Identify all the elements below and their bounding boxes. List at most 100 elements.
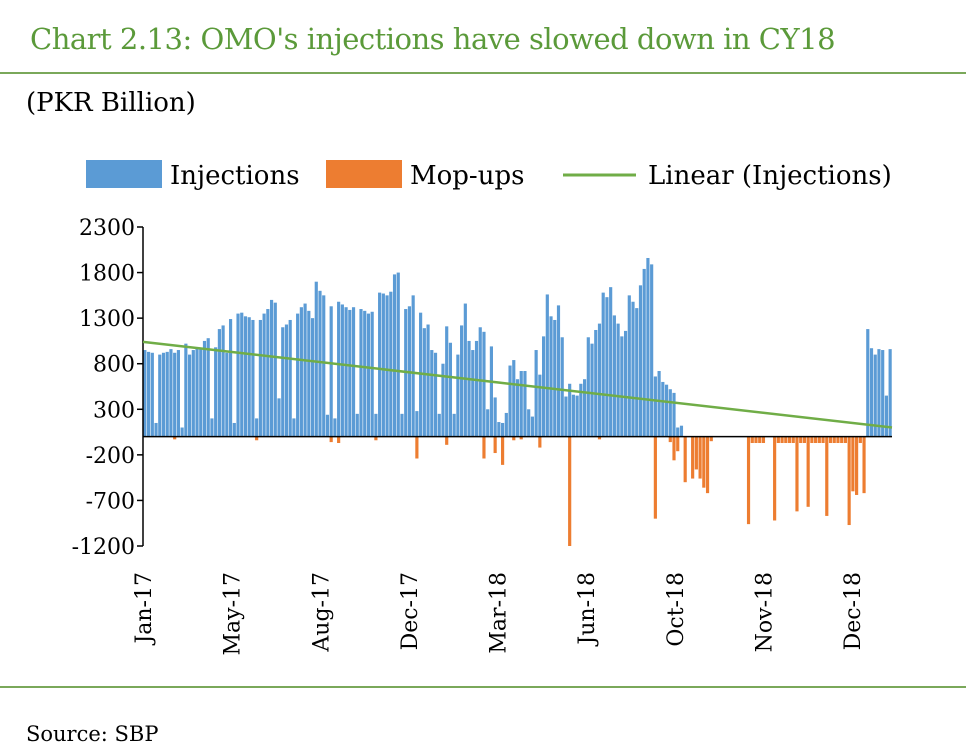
mopup-bar <box>840 436 844 444</box>
injection-bar <box>609 287 613 437</box>
y-tick-label: 1300 <box>79 307 135 332</box>
injection-bar <box>538 374 542 437</box>
trend-line-segment <box>142 340 893 429</box>
injection-bar <box>504 412 508 437</box>
mopup-bar <box>702 436 706 488</box>
mopup-bar <box>814 436 818 444</box>
injection-bar <box>389 291 393 437</box>
legend: Injections Mop-ups Linear (Injections) <box>86 160 892 191</box>
injection-bar <box>288 319 292 437</box>
injection-bar <box>303 303 307 437</box>
injection-bar <box>266 309 270 437</box>
injection-bar <box>486 409 490 437</box>
injection-bar <box>422 328 426 437</box>
injection-bar <box>262 313 266 437</box>
injection-bar <box>378 292 382 437</box>
injection-bar <box>441 363 445 437</box>
injection-bar <box>184 343 188 437</box>
legend-label-linear: Linear (Injections) <box>648 161 892 191</box>
injection-bar <box>411 295 415 437</box>
injection-bar <box>668 389 672 437</box>
injection-bar <box>556 305 561 437</box>
unit-label: (PKR Billion) <box>26 88 196 118</box>
mopup-bar <box>482 436 486 459</box>
mopup-bar <box>750 436 754 444</box>
injection-bar <box>154 422 158 437</box>
mopup-bar <box>255 436 259 441</box>
injection-bar <box>512 360 516 437</box>
injection-bar <box>582 379 587 437</box>
injection-bar <box>210 418 214 437</box>
injection-bar <box>590 343 594 437</box>
injection-bar <box>676 427 680 437</box>
mopup-bar <box>672 436 676 461</box>
mopup-bar <box>825 436 829 516</box>
injection-bar <box>527 409 531 437</box>
injection-bar <box>273 302 277 437</box>
legend-swatch-injections <box>86 160 162 188</box>
mopup-bar <box>832 436 836 444</box>
injection-bar <box>445 326 449 437</box>
injection-bar <box>452 413 456 437</box>
injection-bar <box>474 340 479 437</box>
legend-swatch-mopups <box>326 160 402 188</box>
mopup-bar <box>851 436 855 492</box>
injection-bar <box>221 325 225 437</box>
injection-bar <box>325 414 330 437</box>
injection-bar <box>258 319 262 437</box>
injection-bar <box>314 281 318 437</box>
mopup-bar <box>843 436 848 444</box>
injection-bar <box>195 347 199 437</box>
injection-bar <box>329 306 333 437</box>
injection-bar <box>284 324 289 437</box>
injection-bar <box>881 350 885 437</box>
x-tick-label: Nov-18 <box>752 572 777 652</box>
injection-bar <box>169 349 173 437</box>
injection-bar <box>340 304 344 437</box>
injection-bar <box>568 383 572 437</box>
injection-bar <box>281 327 285 437</box>
y-tick-label: 800 <box>93 353 135 378</box>
footer-rule <box>0 686 966 688</box>
injection-bar <box>601 292 605 437</box>
mopup-bar <box>847 436 851 526</box>
mopup-bar <box>337 436 341 444</box>
injection-bar <box>657 371 661 437</box>
injection-bar <box>247 317 251 437</box>
injection-bar <box>877 349 881 437</box>
injection-bar <box>191 350 195 437</box>
injection-bar <box>310 318 315 437</box>
mopup-bar <box>512 436 516 441</box>
chart-title: Chart 2.13: OMO's injections have slowed… <box>30 22 836 56</box>
injection-bar <box>616 323 620 437</box>
injection-bar <box>664 384 669 437</box>
injection-bar <box>627 295 631 437</box>
injection-bar <box>519 371 523 437</box>
injection-bar <box>460 325 464 437</box>
injection-bar <box>888 349 892 437</box>
injection-bar <box>292 418 296 437</box>
injection-bar <box>471 350 475 437</box>
mopup-bar <box>862 436 866 494</box>
injection-bar <box>351 307 356 437</box>
injection-bar <box>430 350 434 437</box>
title-rule <box>0 72 966 74</box>
x-tick-label: Oct-18 <box>664 572 689 647</box>
legend-label-mopups: Mop-ups <box>410 161 524 191</box>
injection-bar <box>176 350 180 437</box>
injection-bar <box>497 422 501 437</box>
injection-bar <box>869 348 874 437</box>
injection-bar <box>236 313 240 437</box>
injection-bar <box>553 319 557 437</box>
injection-bar <box>672 392 676 437</box>
injection-bar <box>661 381 665 437</box>
injection-bar <box>623 330 628 437</box>
mopup-bar <box>173 436 177 440</box>
mopup-bar <box>795 436 799 512</box>
injection-bar <box>363 310 367 437</box>
mopup-bar <box>538 436 542 448</box>
injection-bar <box>646 257 650 437</box>
injection-bar <box>631 301 635 437</box>
injection-bar <box>366 313 371 437</box>
y-tick-label: 1800 <box>79 262 135 287</box>
